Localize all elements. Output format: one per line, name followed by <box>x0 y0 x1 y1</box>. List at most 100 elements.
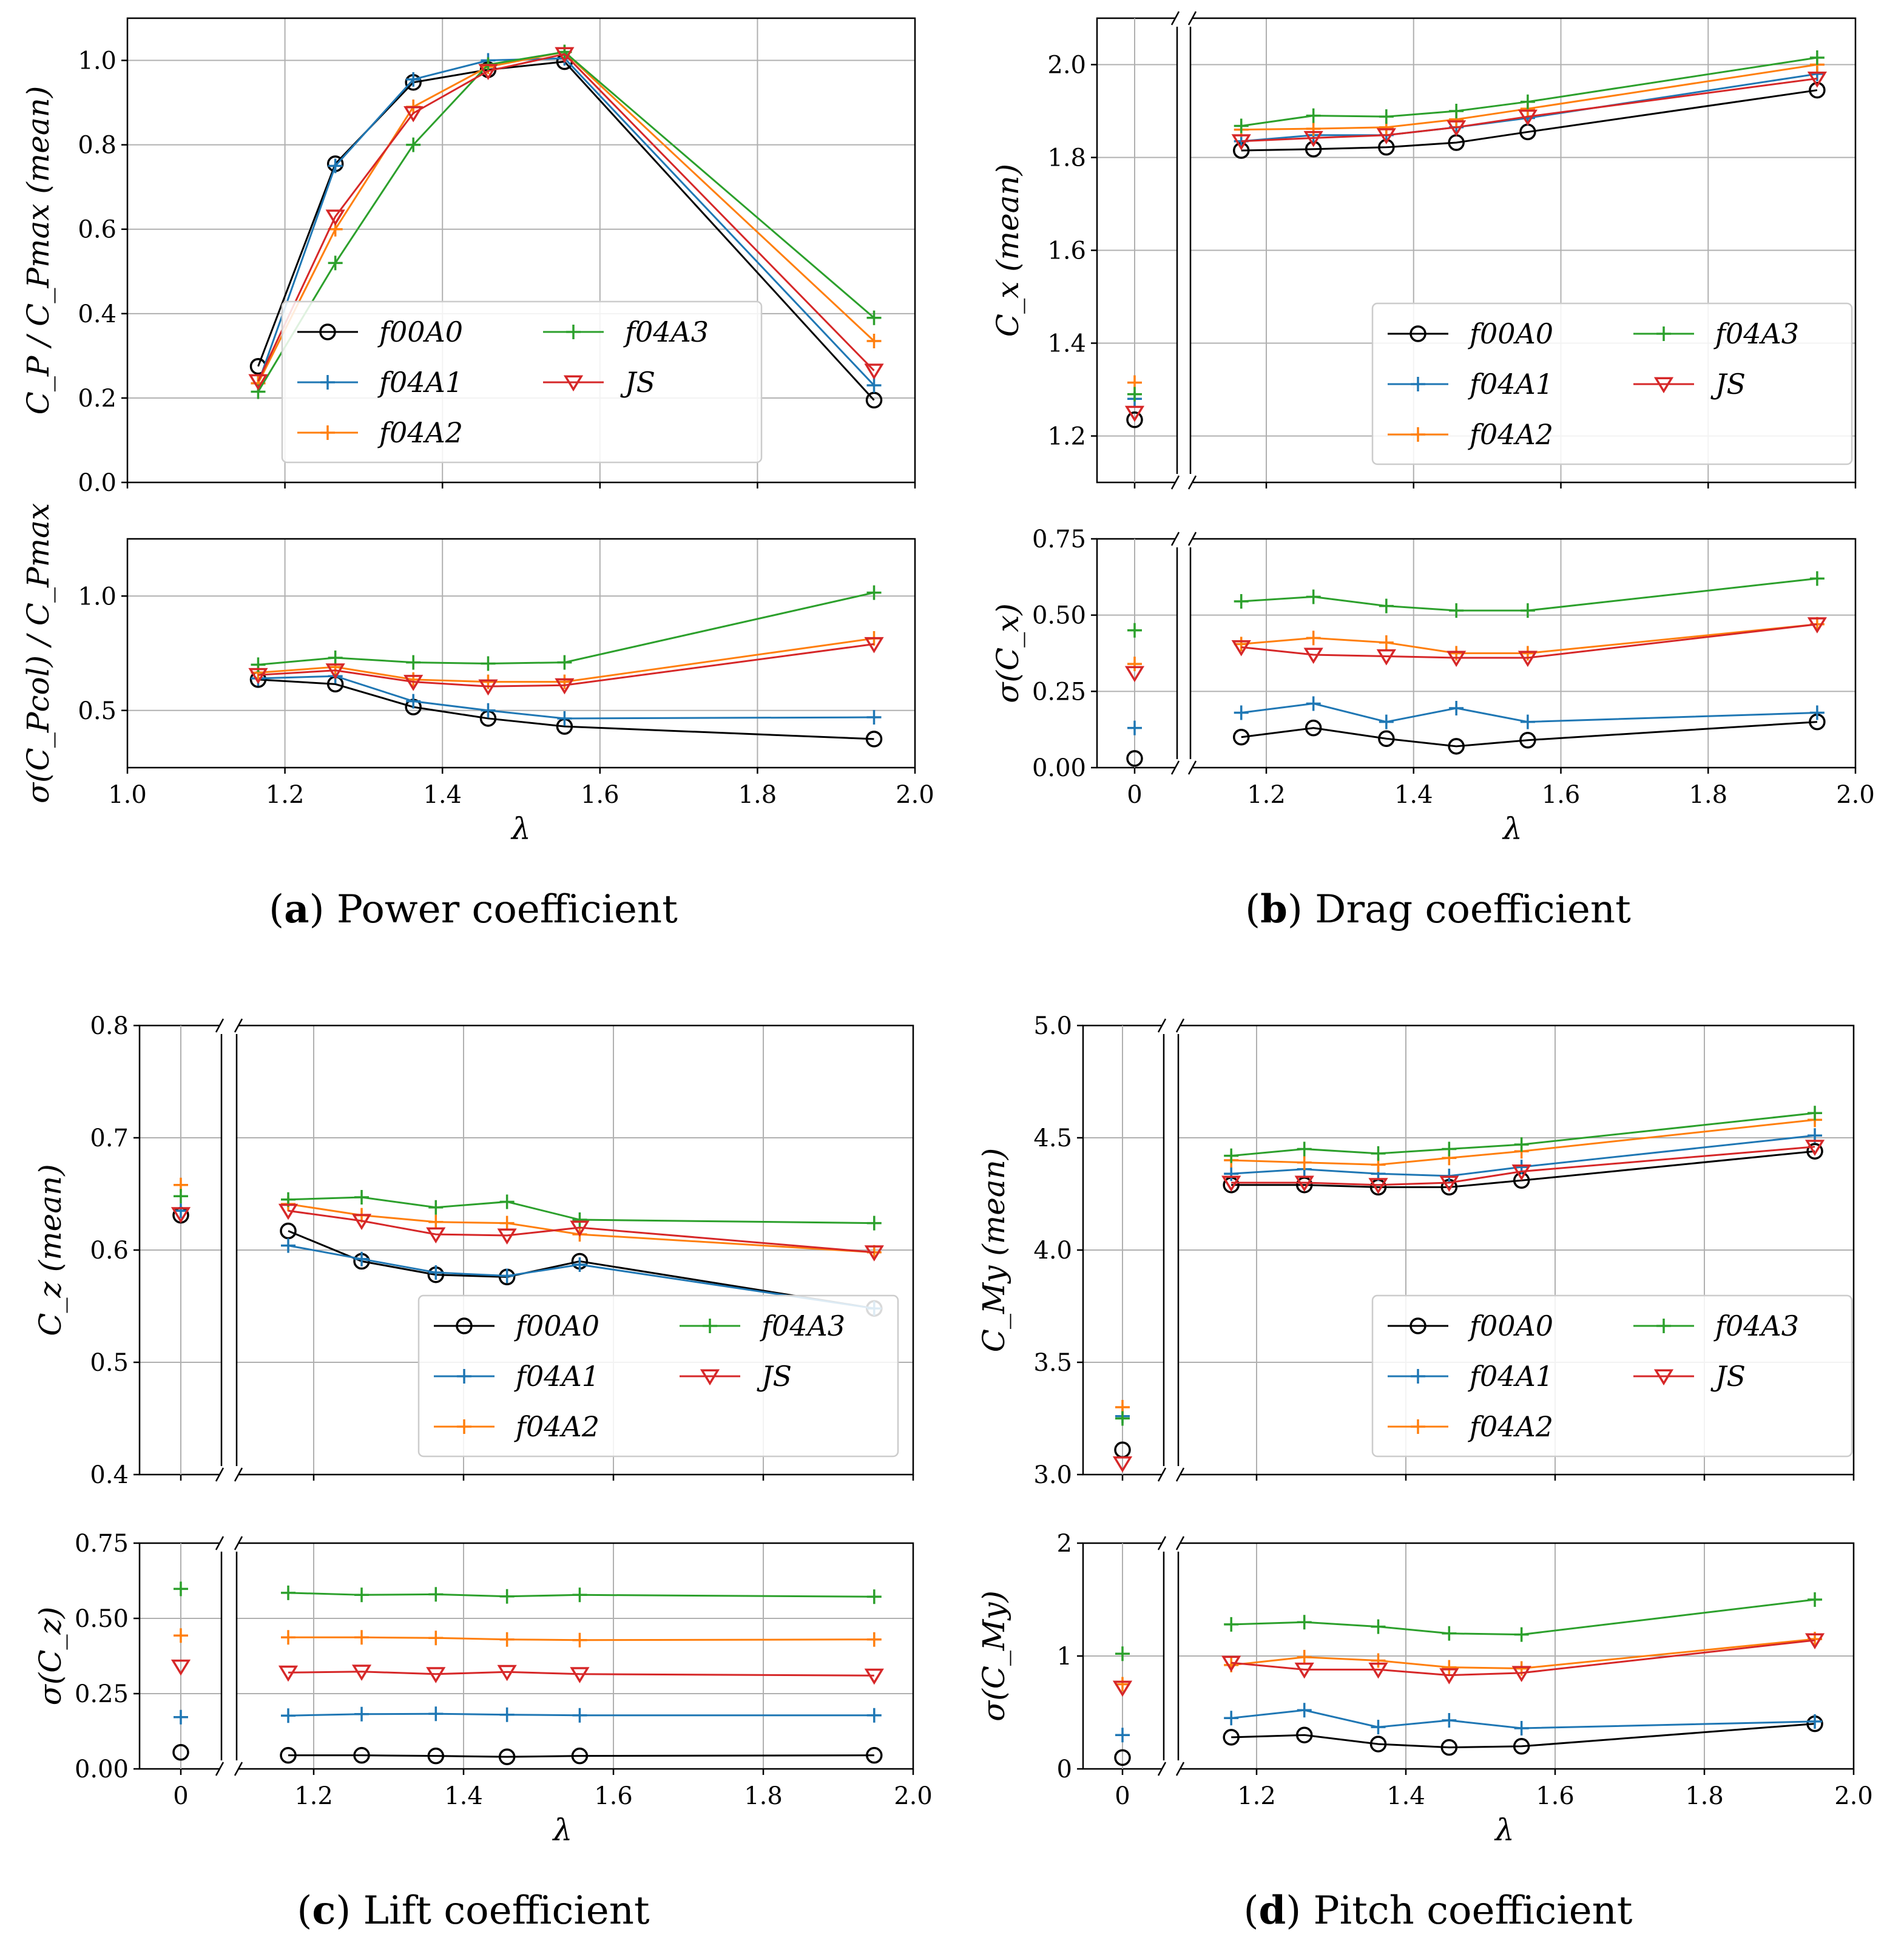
data-point <box>864 1245 884 1262</box>
data-point <box>1371 1653 1386 1668</box>
y-tick-label: 0.8 <box>78 132 116 160</box>
data-point <box>1439 1175 1459 1192</box>
data-point <box>1306 589 1321 604</box>
caption-d: (d) Pitch coefficient <box>1244 1888 1633 1933</box>
series-line <box>1231 1134 1815 1177</box>
series-line <box>1231 1118 1815 1166</box>
data-point <box>354 1706 370 1722</box>
data-point <box>1371 1720 1386 1735</box>
series-f00A0 <box>172 1743 883 1765</box>
y-tick-label: 1.0 <box>78 583 116 610</box>
x-tick-label: 1.6 <box>594 1782 633 1810</box>
legend-entry: f00A0 <box>434 1310 599 1342</box>
axis-break-mark <box>215 1018 224 1033</box>
data-point <box>1371 1146 1386 1161</box>
legend-label: f04A2 <box>1468 418 1553 451</box>
data-point <box>866 1708 882 1723</box>
data-point <box>1297 1615 1312 1630</box>
x-tick-label: 1.8 <box>738 781 777 809</box>
data-point <box>1449 104 1464 118</box>
axes-frame-zero <box>1096 538 1178 769</box>
data-point <box>428 1631 444 1646</box>
series-f04A3 <box>1127 50 1825 402</box>
y-tick-label: 0.25 <box>75 1680 129 1708</box>
legend-label: f04A3 <box>1713 1310 1799 1342</box>
y-axis-label: C_z (mean) <box>33 1164 68 1336</box>
y-tick-label: 1.8 <box>1047 144 1086 172</box>
data-point <box>866 710 882 725</box>
axes-frame <box>126 538 916 769</box>
data-point <box>572 1212 587 1228</box>
data-point <box>325 663 345 680</box>
legend-label: f04A3 <box>760 1310 845 1342</box>
zero-point <box>1124 405 1145 422</box>
data-point <box>498 1748 516 1765</box>
data-point <box>497 1228 517 1245</box>
series-JS <box>1124 617 1827 683</box>
x-tick-label: 1.8 <box>744 1782 783 1810</box>
series-line <box>258 637 874 683</box>
zero-point <box>170 1207 191 1223</box>
data-point <box>1517 651 1538 668</box>
legend-marker <box>1656 326 1671 341</box>
legend-marker <box>563 375 584 392</box>
data-point <box>328 255 343 271</box>
data-point <box>1520 603 1535 618</box>
axis-break-mark <box>1187 11 1197 25</box>
data-point <box>1294 1662 1314 1679</box>
y-tick-label: 0.25 <box>1032 678 1086 706</box>
y-tick-label: 1 <box>1057 1643 1072 1671</box>
data-point <box>1442 1141 1457 1157</box>
data-point <box>866 310 882 325</box>
data-point <box>406 694 421 709</box>
x-tick-label: 1.4 <box>423 781 462 809</box>
chart-b-top: 1.2 1.4 1.6 1.8 2.0 C_x (mean) f00A0 f04A1 f04A2… <box>990 10 1857 491</box>
axis-break-mark <box>234 1536 243 1550</box>
legend-entry: f04A2 <box>434 1410 599 1443</box>
series-line <box>258 678 874 740</box>
data-point <box>281 1630 296 1645</box>
data-point <box>864 1668 884 1685</box>
legend-entry: f00A0 <box>1388 1310 1553 1342</box>
data-point <box>1221 1175 1241 1192</box>
data-point <box>1447 120 1467 137</box>
legend-label: JS <box>1710 1360 1746 1393</box>
legend-label: f04A2 <box>377 416 463 449</box>
axes-frame-main <box>1189 17 1857 484</box>
data-point <box>1439 1668 1459 1685</box>
data-point <box>428 1200 444 1215</box>
y-tick-label: 0.0 <box>78 469 116 497</box>
legend-entry: f04A3 <box>543 316 709 348</box>
y-tick-label: 5.0 <box>1033 1012 1072 1040</box>
data-point <box>478 64 498 81</box>
data-point <box>1297 1649 1312 1665</box>
x-tick-label: 1.4 <box>444 1782 483 1810</box>
data-point <box>570 1220 590 1237</box>
data-point <box>1231 134 1251 150</box>
axis-break-mark <box>1170 475 1180 490</box>
series-line <box>288 1592 874 1598</box>
y-tick-label: 1.4 <box>1047 330 1086 358</box>
data-point <box>1514 1137 1529 1152</box>
zero-point <box>174 1709 188 1725</box>
series-f00A0 <box>1126 713 1826 767</box>
x-tick-label: 1.8 <box>1689 781 1727 809</box>
data-point <box>1297 1703 1312 1718</box>
axes-frame-main <box>1177 1542 1855 1770</box>
y-axis-label: C_P / C_Pmax (mean) <box>21 86 56 415</box>
legend-entry: JS <box>680 1360 792 1393</box>
data-point <box>1808 1106 1823 1121</box>
axis-break-mark <box>234 1762 243 1776</box>
legend-label: JS <box>620 366 655 399</box>
data-point <box>1303 130 1323 147</box>
data-point <box>1234 118 1249 134</box>
data-point <box>1297 1155 1312 1170</box>
series-line <box>288 1636 874 1641</box>
series-line <box>1241 721 1817 748</box>
y-tick-label: 4.5 <box>1033 1124 1072 1152</box>
data-point <box>866 585 882 600</box>
axis-break-mark <box>1170 760 1180 775</box>
data-point <box>866 1632 882 1647</box>
axis-break-mark <box>1187 760 1197 775</box>
series-line <box>288 1209 874 1254</box>
